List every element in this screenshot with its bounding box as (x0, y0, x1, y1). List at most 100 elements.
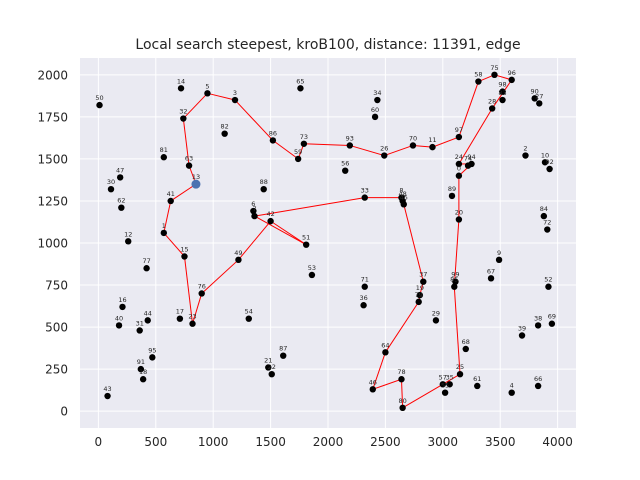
data-point (548, 320, 556, 327)
point-label: 85 (450, 276, 458, 284)
point-label: 46 (369, 378, 377, 386)
data-point (267, 217, 274, 225)
data-point (160, 154, 168, 161)
point-label: 21 (264, 356, 272, 364)
data-point (144, 317, 151, 324)
x-tick-label: 500 (144, 435, 167, 449)
data-point (125, 238, 132, 245)
tour-edge (412, 144, 433, 148)
data-point (198, 290, 205, 297)
data-point (181, 253, 188, 260)
data-point (189, 320, 196, 327)
point-label: 79 (415, 291, 423, 299)
point-label: 59 (294, 148, 302, 156)
point-label: 95 (148, 346, 156, 354)
point-label: 36 (359, 294, 367, 302)
data-point (409, 142, 417, 149)
y-tick-label: 0 (60, 405, 68, 419)
point-label: 17 (176, 308, 184, 316)
point-label: 0 (457, 165, 461, 173)
data-point (346, 142, 354, 149)
data-point (381, 152, 388, 159)
data-point (398, 376, 405, 383)
point-label: 77 (142, 257, 150, 265)
data-point (116, 174, 124, 181)
data-point (456, 370, 464, 378)
y-tick-label: 500 (45, 321, 68, 335)
point-label: 38 (534, 314, 542, 322)
data-point (522, 152, 529, 159)
data-point (269, 137, 277, 144)
tour-edge (384, 144, 414, 157)
point-label: 96 (508, 69, 516, 77)
data-point (115, 322, 123, 329)
point-label: 57 (439, 373, 447, 381)
point-label: 33 (361, 187, 369, 195)
point-label: 69 (548, 313, 556, 321)
data-point (451, 283, 458, 290)
data-point (118, 204, 125, 211)
point-label: 9 (497, 249, 501, 257)
grid (80, 58, 576, 428)
point-label: 70 (409, 134, 417, 142)
x-tick-label: 4000 (542, 435, 573, 449)
tour-edge (207, 92, 236, 101)
point-label: 24 (455, 153, 463, 161)
tour-edge (254, 197, 365, 217)
data-point (439, 381, 447, 388)
data-point (531, 95, 538, 102)
point-label: 58 (474, 71, 482, 79)
point-label: 7 (252, 205, 256, 213)
data-point (491, 71, 498, 79)
point-label: 18 (139, 368, 147, 376)
data-point (541, 159, 549, 166)
data-point (455, 172, 463, 179)
tour-edge (163, 200, 172, 234)
point-label: 47 (116, 166, 124, 174)
point-label: 88 (260, 178, 268, 186)
point-label: 78 (397, 368, 405, 376)
data-point (251, 212, 258, 220)
data-point (495, 256, 503, 264)
point-label: 1 (162, 222, 166, 230)
point-label: 73 (300, 133, 308, 141)
point-label: 82 (221, 123, 229, 131)
data-point (374, 96, 381, 104)
point-label: 30 (107, 178, 115, 186)
data-point (260, 185, 267, 193)
x-tick-label: 3500 (485, 435, 516, 449)
tour-edge (303, 143, 350, 146)
point-label: 41 (167, 190, 175, 198)
y-tick-label: 1750 (37, 110, 68, 124)
data-point (487, 275, 495, 282)
point-label: 13 (192, 173, 200, 181)
point-label: 93 (346, 134, 354, 142)
data-point (534, 382, 542, 390)
data-point (204, 90, 211, 97)
data-point (429, 143, 436, 151)
data-point (534, 322, 542, 329)
data-point (177, 85, 185, 92)
point-label: 31 (136, 319, 144, 327)
point-label: 49 (234, 249, 242, 257)
data-point (308, 271, 316, 279)
point-label: 75 (490, 64, 498, 72)
point-label: 65 (296, 77, 304, 85)
tour-edge (400, 379, 404, 408)
point-label: 26 (380, 145, 388, 153)
point-label: 22 (268, 363, 276, 371)
tour-edge (372, 352, 386, 390)
data-point (297, 85, 304, 92)
x-tick-labels: 0 500 1000 1500 2000 2500 3000 3500 4000 (95, 435, 573, 449)
point-label: 84 (540, 205, 548, 213)
data-point (399, 404, 406, 412)
point-label: 51 (302, 234, 310, 242)
data-point (544, 226, 551, 233)
point-label: 92 (545, 158, 553, 166)
tour-edge (234, 99, 274, 141)
data-point (545, 283, 552, 290)
data-point (441, 389, 449, 396)
point-label: 2 (523, 145, 527, 153)
tour-edge (403, 204, 424, 282)
point-label: 6 (251, 200, 255, 208)
